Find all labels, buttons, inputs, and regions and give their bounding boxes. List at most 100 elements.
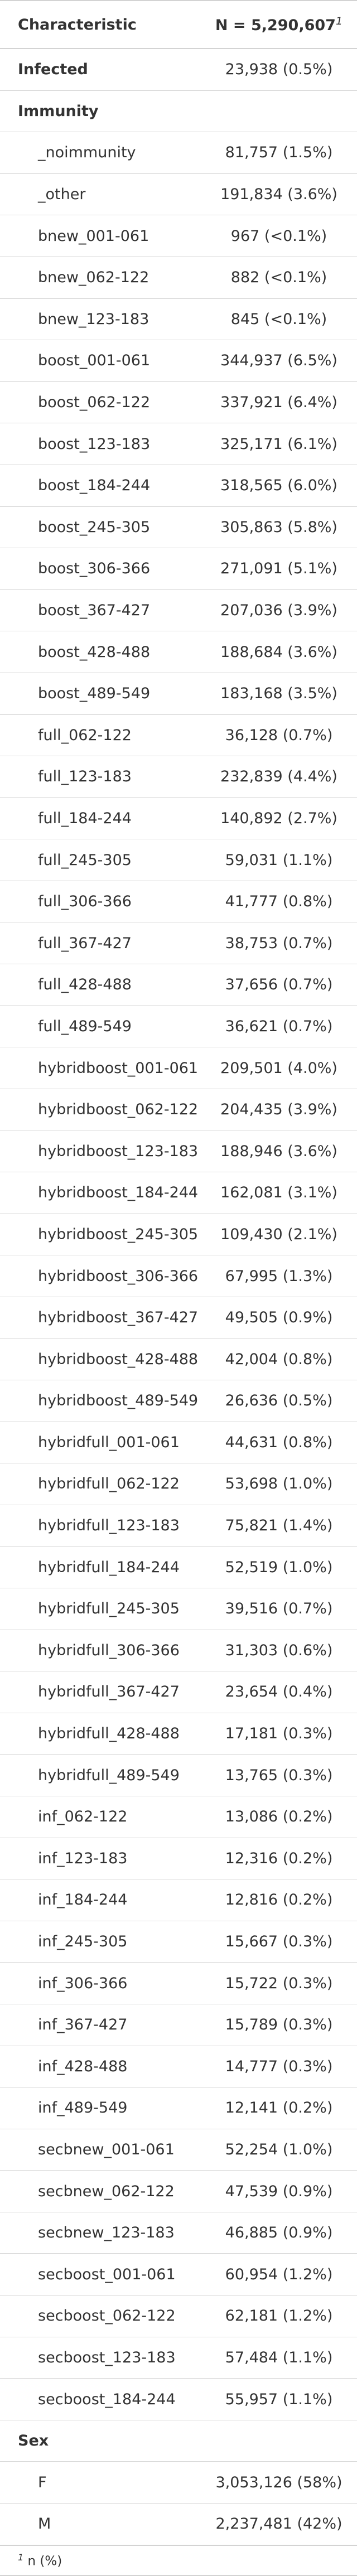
row-label: boost_184-244 (0, 465, 201, 507)
row-label: secbnew_001-061 (0, 2129, 201, 2171)
row-value: 67,995 (1.3%) (201, 1255, 357, 1297)
row-label: boost_428-488 (0, 631, 201, 673)
table-row: hybridboost_428-488 42,004 (0.8%) (0, 1338, 357, 1380)
n-column-header-label: N = 5,290,607 (215, 17, 336, 34)
table-row: secboost_001-061 60,954 (1.2%) (0, 2253, 357, 2296)
row-value: 46,885 (0.9%) (201, 2212, 357, 2254)
row-label: hybridfull_062-122 (0, 1463, 201, 1505)
row-label: hybridboost_306-366 (0, 1255, 201, 1297)
table-header: Characteristic N = 5,290,6071 (0, 0, 357, 49)
table-row: inf_184-244 12,816 (0.2%) (0, 1879, 357, 1921)
row-value: 344,937 (6.5%) (201, 340, 357, 382)
row-value: 191,834 (3.6%) (201, 173, 357, 216)
row-value: 31,303 (0.6%) (201, 1630, 357, 1672)
table-row: hybridboost_123-183 188,946 (3.6%) (0, 1130, 357, 1173)
row-value: 23,938 (0.5%) (201, 49, 357, 91)
row-label: hybridboost_062-122 (0, 1089, 201, 1131)
row-label: full_245-305 (0, 839, 201, 881)
table-row: secbnew_001-061 52,254 (1.0%) (0, 2129, 357, 2171)
row-value: 12,316 (0.2%) (201, 1838, 357, 1880)
group-row: Sex (0, 2420, 357, 2462)
row-value: 75,821 (1.4%) (201, 1505, 357, 1547)
table-row: M 2,237,481 (42%) (0, 2503, 357, 2546)
row-label: inf_489-549 (0, 2087, 201, 2129)
row-label: hybridfull_306-366 (0, 1630, 201, 1672)
row-label: full_428-488 (0, 964, 201, 1006)
row-value: 207,036 (3.9%) (201, 589, 357, 632)
row-label: secboost_062-122 (0, 2295, 201, 2337)
table-row: full_428-488 37,656 (0.7%) (0, 964, 357, 1006)
row-value (201, 2420, 357, 2462)
row-label: full_367-427 (0, 922, 201, 965)
group-row: Immunity (0, 90, 357, 133)
row-value: 204,435 (3.9%) (201, 1089, 357, 1131)
table-row: boost_489-549 183,168 (3.5%) (0, 673, 357, 715)
row-value: 337,921 (6.4%) (201, 381, 357, 424)
table-row: hybridfull_367-427 23,654 (0.4%) (0, 1671, 357, 1713)
row-value: 109,430 (2.1%) (201, 1214, 357, 1256)
row-label: hybridboost_367-427 (0, 1297, 201, 1339)
row-label: boost_489-549 (0, 673, 201, 715)
row-value: 52,254 (1.0%) (201, 2129, 357, 2171)
table-row: hybridfull_489-549 13,765 (0.3%) (0, 1754, 357, 1796)
row-value: 3,053,126 (58%) (201, 2461, 357, 2504)
row-value: 15,722 (0.3%) (201, 1962, 357, 2004)
row-value: 13,765 (0.3%) (201, 1754, 357, 1796)
group-label: Sex (0, 2420, 201, 2462)
row-value: 38,753 (0.7%) (201, 922, 357, 965)
footnote: 1 n (%) (0, 2544, 357, 2576)
row-label: hybridboost_001-061 (0, 1047, 201, 1089)
table-row: hybridboost_245-305 109,430 (2.1%) (0, 1214, 357, 1256)
footnote-row: 1 n (%) (0, 2544, 357, 2576)
table-row: full_367-427 38,753 (0.7%) (0, 922, 357, 965)
table-row: secbnew_062-122 47,539 (0.9%) (0, 2170, 357, 2212)
table-row: _noimmunity 81,757 (1.5%) (0, 132, 357, 174)
table-row: hybridboost_489-549 26,636 (0.5%) (0, 1380, 357, 1422)
row-label: secbnew_062-122 (0, 2170, 201, 2212)
row-label: secboost_184-244 (0, 2378, 201, 2420)
table-row: hybridboost_184-244 162,081 (3.1%) (0, 1172, 357, 1214)
table-row: secbnew_123-183 46,885 (0.9%) (0, 2212, 357, 2254)
row-value: 183,168 (3.5%) (201, 673, 357, 715)
row-value: 42,004 (0.8%) (201, 1338, 357, 1380)
table-row: hybridboost_306-366 67,995 (1.3%) (0, 1255, 357, 1297)
row-value: 15,789 (0.3%) (201, 2004, 357, 2046)
row-label: inf_123-183 (0, 1838, 201, 1880)
row-label: inf_245-305 (0, 1921, 201, 1963)
table-row: inf_123-183 12,316 (0.2%) (0, 1838, 357, 1880)
row-value: 188,684 (3.6%) (201, 631, 357, 673)
table-row: boost_306-366 271,091 (5.1%) (0, 548, 357, 590)
table-row: inf_489-549 12,141 (0.2%) (0, 2087, 357, 2129)
row-label: secboost_123-183 (0, 2337, 201, 2379)
row-label: full_123-183 (0, 756, 201, 798)
row-value: 23,654 (0.4%) (201, 1671, 357, 1713)
table-row: hybridboost_001-061 209,501 (4.0%) (0, 1047, 357, 1089)
table-row: full_245-305 59,031 (1.1%) (0, 839, 357, 881)
table-row: boost_123-183 325,171 (6.1%) (0, 423, 357, 465)
row-label: hybridfull_184-244 (0, 1546, 201, 1588)
row-label: inf_367-427 (0, 2004, 201, 2046)
row-value: 305,863 (5.8%) (201, 506, 357, 549)
row-label: hybridboost_489-549 (0, 1380, 201, 1422)
row-value: 12,816 (0.2%) (201, 1879, 357, 1921)
row-value: 57,484 (1.1%) (201, 2337, 357, 2379)
row-label: M (0, 2503, 201, 2546)
table-row: full_489-549 36,621 (0.7%) (0, 1006, 357, 1048)
row-value: 17,181 (0.3%) (201, 1713, 357, 1755)
n-column-header: N = 5,290,6071 (201, 0, 357, 49)
row-label: hybridboost_123-183 (0, 1130, 201, 1173)
footnote-text: n (%) (27, 2554, 62, 2569)
table-row: hybridfull_306-366 31,303 (0.6%) (0, 1630, 357, 1672)
row-value: 53,698 (1.0%) (201, 1463, 357, 1505)
table-row: bnew_001-061 967 (<0.1%) (0, 215, 357, 257)
table-row: inf_245-305 15,667 (0.3%) (0, 1921, 357, 1963)
table-row: inf_306-366 15,722 (0.3%) (0, 1962, 357, 2004)
row-value: 14,777 (0.3%) (201, 2046, 357, 2088)
table-row: full_062-122 36,128 (0.7%) (0, 714, 357, 757)
table-row: secboost_062-122 62,181 (1.2%) (0, 2295, 357, 2337)
row-value: 62,181 (1.2%) (201, 2295, 357, 2337)
row-label: boost_001-061 (0, 340, 201, 382)
row-value: 2,237,481 (42%) (201, 2503, 357, 2546)
table-footer: 1 n (%) (0, 2544, 357, 2576)
table-row: boost_245-305 305,863 (5.8%) (0, 506, 357, 549)
